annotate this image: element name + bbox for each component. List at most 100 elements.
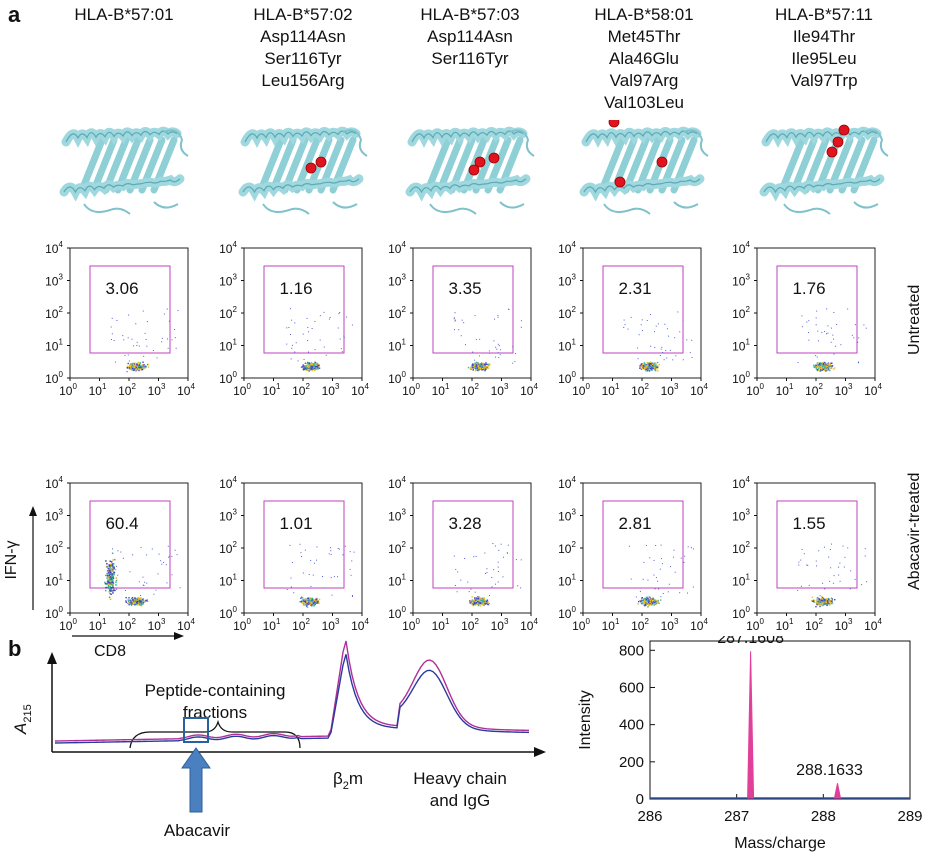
- y-tick-label: 104: [219, 475, 237, 491]
- mutation-label: Ile95Leu: [791, 49, 857, 68]
- peak2-label-1: Heavy chain: [413, 769, 507, 788]
- mutation-site: [608, 120, 620, 128]
- x-axis-label: CD8: [94, 643, 126, 660]
- x-tick-label: 100: [59, 617, 77, 633]
- x-tick-label: 102: [118, 617, 136, 633]
- event-dots: [110, 308, 179, 373]
- gate-box: [776, 500, 858, 589]
- y-tick-label: 102: [558, 305, 576, 321]
- column-header-2: HLA-B*57:03 Asp114Asn Ser116Tyr: [385, 4, 555, 70]
- y-tick-label: 101: [219, 573, 237, 589]
- x-tick-label: 104: [864, 382, 882, 398]
- x-tick-label: 103: [835, 382, 853, 398]
- y-tick-label: 104: [732, 240, 750, 256]
- column-header-4: HLA-B*57:11 Ile94Thr Ile95Leu Val97Trp: [739, 4, 909, 92]
- column-header-3: HLA-B*58:01 Met45Thr Ala46Glu Val97Arg Val10…: [559, 4, 729, 114]
- x-tick-label: 104: [864, 617, 882, 633]
- flow-cytometry-grid: 3.06 100 100 101 101 102 102 103 103 104 104 1.16 10…: [3, 240, 882, 660]
- row-label-abacavir: Abacavir-treated: [906, 472, 923, 590]
- chrom-y-label: A215: [11, 704, 34, 735]
- mutation-site: [488, 152, 500, 164]
- x-tick-label: 102: [461, 382, 479, 398]
- x-tick-label: 100: [746, 382, 764, 398]
- x-tick-label: 103: [491, 617, 509, 633]
- x-tick-label: 102: [805, 617, 823, 633]
- x-tick-label: 103: [322, 617, 340, 633]
- allele-name: HLA-B*58:01: [594, 5, 694, 24]
- mutation-label: Ser116Tyr: [264, 49, 342, 68]
- y-tick-label: 200: [619, 754, 644, 771]
- y-tick-label: 101: [388, 573, 406, 589]
- mutation-label: Ser116Tyr: [431, 49, 509, 68]
- x-tick-label: 102: [292, 382, 310, 398]
- x-tick-label: 101: [432, 617, 450, 633]
- peak1-label: β2m: [333, 769, 363, 792]
- mutation-site: [832, 136, 844, 148]
- y-tick-label: 102: [388, 540, 406, 556]
- abacavir-arrow: [181, 747, 211, 813]
- x-tick-label: 103: [148, 382, 166, 398]
- abacavir-box: [183, 717, 209, 743]
- gate-box: [432, 500, 514, 589]
- x-tick-label: 104: [351, 382, 369, 398]
- mutation-site: [315, 156, 327, 168]
- gate-percentage: 1.76: [792, 279, 825, 298]
- gate-percentage: 2.31: [618, 279, 651, 298]
- hla-structure-3: [579, 120, 709, 215]
- gate-percentage: 3.35: [448, 279, 481, 298]
- gate-percentage: 60.4: [105, 514, 138, 533]
- y-tick-label: 103: [558, 508, 576, 524]
- y-tick-label: 103: [45, 508, 63, 524]
- y-tick-label: 104: [388, 475, 406, 491]
- y-tick-label: 103: [732, 508, 750, 524]
- mass-spectrum: 0 200 400 600 800 286 287 288 289 287.1608 288.163…: [577, 636, 923, 852]
- gate-percentage: 1.16: [279, 279, 312, 298]
- gate-percentage: 2.81: [618, 514, 651, 533]
- x-tick-label: 102: [461, 617, 479, 633]
- x-tick-label: 100: [402, 617, 420, 633]
- event-dots: [453, 543, 522, 607]
- y-tick-label: 104: [45, 240, 63, 256]
- x-tick-label: 101: [89, 617, 107, 633]
- x-tick-label: 104: [177, 382, 195, 398]
- column-header-0: HLA-B*57:01: [39, 4, 209, 26]
- y-tick-label: 104: [558, 240, 576, 256]
- allele-name: HLA-B*57:02: [253, 5, 353, 24]
- event-dots: [104, 545, 181, 607]
- mutation-site: [614, 176, 626, 188]
- y-tick-label: 104: [45, 475, 63, 491]
- y-tick-label: 102: [732, 305, 750, 321]
- mutation-site: [305, 162, 317, 174]
- x-tick-label: 100: [746, 617, 764, 633]
- peak-label-0: 287.1608: [717, 636, 784, 647]
- trace-blue: [54, 654, 530, 744]
- y-tick-label: 103: [45, 273, 63, 289]
- mutation-label: Val97Trp: [790, 71, 858, 90]
- y-tick-label: 101: [45, 338, 63, 354]
- x-tick-label: 100: [402, 382, 420, 398]
- x-tick-label: 103: [322, 382, 340, 398]
- x-tick-label: 104: [351, 617, 369, 633]
- mutation-label: Leu156Arg: [261, 71, 345, 90]
- y-tick-label: 800: [619, 642, 644, 659]
- gate-percentage: 3.28: [448, 514, 481, 533]
- mutation-site: [838, 124, 850, 136]
- event-dots: [623, 311, 693, 372]
- x-tick-label: 100: [572, 382, 590, 398]
- x-tick-label: 101: [89, 382, 107, 398]
- x-tick-label: 104: [520, 617, 538, 633]
- gate-box: [432, 265, 514, 354]
- x-tick-label: 103: [661, 617, 679, 633]
- fraction-bracket: [129, 719, 301, 749]
- y-tick-label: 101: [558, 338, 576, 354]
- y-tick-label: 101: [388, 338, 406, 354]
- y-tick-label: 102: [219, 305, 237, 321]
- mutation-site: [656, 156, 668, 168]
- x-tick-label: 102: [292, 617, 310, 633]
